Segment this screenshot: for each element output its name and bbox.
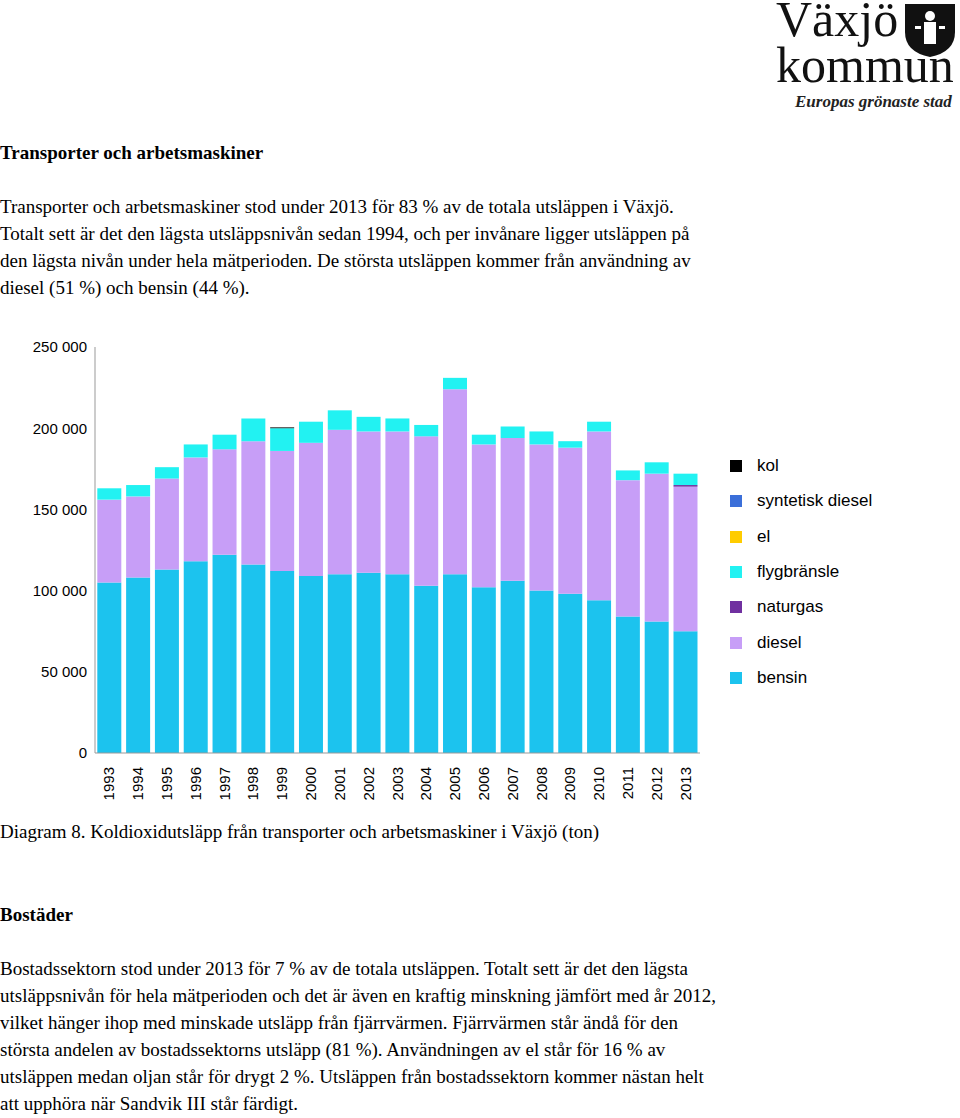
html-text:utsläppen medan oljan står för: utsläppen medan oljan står för drygt 2 %… [0,1066,704,1087]
svg-text:2013: 2013 [677,767,694,800]
svg-text:1995: 1995 [158,767,175,800]
svg-text:2003: 2003 [389,767,406,800]
html-text:kol: kol [757,456,779,475]
html-text:flygbränsle: flygbränsle [757,561,840,581]
svg-text:2010: 2010 [590,767,607,800]
svg-text:1993: 1993 [100,767,117,800]
html-text:Europas grönaste stad: Europas grönaste stad [795,92,952,111]
svg-text:1997: 1997 [216,767,233,800]
svg-text:2004: 2004 [417,767,434,800]
svg-text:2008: 2008 [533,767,550,800]
svg-text:2002: 2002 [360,767,377,800]
svg-text:1996: 1996 [187,767,204,800]
html-text:största andelen av bostadssekt: största andelen av bostadssektorns utslä… [0,1039,666,1060]
svg-text:200 000: 200 000 [33,420,87,437]
html-text:syntetisk diesel: syntetisk diesel [757,491,873,511]
html-text:vilket hänger ihop med minskad: vilket hänger ihop med minskade utsläpp … [0,1012,678,1033]
html-text:att upphöra när Sandvik III st: att upphöra när Sandvik III står färdigt… [0,1093,299,1114]
html-text:den lägsta nivån under hela mä: den lägsta nivån under hela mätperioden.… [0,250,691,271]
svg-text:2009: 2009 [561,767,578,800]
html-text:kommun: kommun [776,37,954,93]
html-text:Bostäder: Bostäder [0,904,73,925]
html-text:el: el [757,526,771,546]
svg-text:0: 0 [79,744,87,761]
html-text:bensin: bensin [757,667,808,687]
svg-text:1998: 1998 [244,767,261,800]
html-text:Transporter och arbetsmaskiner: Transporter och arbetsmaskiner stod unde… [0,196,674,217]
svg-text:2011: 2011 [619,767,636,799]
html-text:diesel (51 %) och bensin (44 %: diesel (51 %) och bensin (44 %). [0,277,250,298]
svg-text:2012: 2012 [648,767,665,800]
html-text:Bostadssektorn stod under 2013: Bostadssektorn stod under 2013 för 7 % a… [0,958,688,979]
svg-text:1999: 1999 [273,767,290,800]
html-text:naturgas: naturgas [757,597,824,617]
svg-text:2007: 2007 [504,767,521,800]
svg-text:100 000: 100 000 [33,582,87,599]
svg-text:250 000: 250 000 [33,338,87,355]
html-text:Totalt sett är det den lägsta: Totalt sett är det den lägsta utsläppsni… [0,223,690,244]
html-text:diesel: diesel [757,632,802,652]
html-text:Diagram 8. Koldioxidutsläpp fr: Diagram 8. Koldioxidutsläpp från transpo… [0,821,600,842]
html-text:utsläppsnivån för hela mätperi: utsläppsnivån för hela mätperioden och d… [0,985,716,1006]
svg-text:1994: 1994 [129,767,146,800]
svg-text:2006: 2006 [475,767,492,800]
html-text:Transporter och arbetsmaskiner: Transporter och arbetsmaskiner [0,142,264,163]
svg-text:2001: 2001 [331,767,348,800]
svg-text:150 000: 150 000 [33,501,87,518]
svg-text:2005: 2005 [446,767,463,800]
svg-text:50 000: 50 000 [41,663,87,680]
svg-text:2000: 2000 [302,767,319,800]
